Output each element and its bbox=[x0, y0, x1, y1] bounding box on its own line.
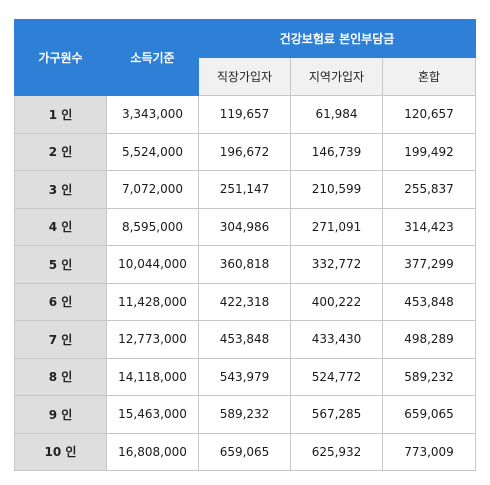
cell-household: 2 인 bbox=[14, 132, 107, 171]
cell-household: 8 인 bbox=[14, 357, 107, 396]
table-row: 9 인 15,463,000 589,232 567,285 659,065 bbox=[14, 395, 476, 434]
cell-income: 16,808,000 bbox=[106, 432, 199, 471]
cell-income: 15,463,000 bbox=[106, 395, 199, 434]
cell-regional: 146,739 bbox=[290, 132, 383, 171]
header-income: 소득기준 bbox=[106, 19, 199, 96]
cell-employee: 304,986 bbox=[198, 207, 291, 246]
cell-income: 12,773,000 bbox=[106, 320, 199, 359]
table-row: 8 인 14,118,000 543,979 524,772 589,232 bbox=[14, 357, 476, 396]
cell-mixed: 199,492 bbox=[382, 132, 476, 171]
cell-regional: 433,430 bbox=[290, 320, 383, 359]
table-body: 1 인 3,343,000 119,657 61,984 120,657 2 인 5,524… bbox=[14, 95, 476, 471]
cell-mixed: 773,009 bbox=[382, 432, 476, 471]
cell-regional: 210,599 bbox=[290, 170, 383, 209]
header-mixed: 혼합 bbox=[382, 57, 476, 96]
cell-mixed: 453,848 bbox=[382, 282, 476, 321]
cell-household: 10 인 bbox=[14, 432, 107, 471]
cell-income: 3,343,000 bbox=[106, 95, 199, 134]
cell-employee: 422,318 bbox=[198, 282, 291, 321]
cell-mixed: 255,837 bbox=[382, 170, 476, 209]
cell-mixed: 377,299 bbox=[382, 245, 476, 284]
table-row: 10 인 16,808,000 659,065 625,932 773,009 bbox=[14, 432, 476, 471]
cell-mixed: 314,423 bbox=[382, 207, 476, 246]
cell-mixed: 589,232 bbox=[382, 357, 476, 396]
cell-household: 1 인 bbox=[14, 95, 107, 134]
cell-regional: 61,984 bbox=[290, 95, 383, 134]
cell-employee: 659,065 bbox=[198, 432, 291, 471]
cell-regional: 400,222 bbox=[290, 282, 383, 321]
cell-household: 5 인 bbox=[14, 245, 107, 284]
cell-regional: 332,772 bbox=[290, 245, 383, 284]
header-household: 가구원수 bbox=[14, 19, 107, 96]
cell-household: 7 인 bbox=[14, 320, 107, 359]
cell-employee: 453,848 bbox=[198, 320, 291, 359]
cell-household: 4 인 bbox=[14, 207, 107, 246]
table-container: 가구원수 소득기준 건강보험료 본인부담금 직장가입자 지역가입자 혼합 1 인… bbox=[14, 19, 476, 471]
cell-income: 11,428,000 bbox=[106, 282, 199, 321]
cell-regional: 567,285 bbox=[290, 395, 383, 434]
cell-employee: 360,818 bbox=[198, 245, 291, 284]
table-row: 4 인 8,595,000 304,986 271,091 314,423 bbox=[14, 207, 476, 246]
cell-household: 3 인 bbox=[14, 170, 107, 209]
cell-income: 7,072,000 bbox=[106, 170, 199, 209]
cell-mixed: 120,657 bbox=[382, 95, 476, 134]
cell-mixed: 498,289 bbox=[382, 320, 476, 359]
table-row: 5 인 10,044,000 360,818 332,772 377,299 bbox=[14, 245, 476, 284]
table-row: 2 인 5,524,000 196,672 146,739 199,492 bbox=[14, 132, 476, 171]
cell-employee: 119,657 bbox=[198, 95, 291, 134]
cell-employee: 196,672 bbox=[198, 132, 291, 171]
cell-income: 14,118,000 bbox=[106, 357, 199, 396]
cell-employee: 589,232 bbox=[198, 395, 291, 434]
header-regional: 지역가입자 bbox=[290, 57, 383, 96]
cell-mixed: 659,065 bbox=[382, 395, 476, 434]
cell-employee: 543,979 bbox=[198, 357, 291, 396]
cell-employee: 251,147 bbox=[198, 170, 291, 209]
cell-regional: 271,091 bbox=[290, 207, 383, 246]
table-row: 7 인 12,773,000 453,848 433,430 498,289 bbox=[14, 320, 476, 359]
header-insurance-group: 건강보험료 본인부담금 bbox=[198, 19, 476, 58]
cell-regional: 524,772 bbox=[290, 357, 383, 396]
insurance-table: 가구원수 소득기준 건강보험료 본인부담금 직장가입자 지역가입자 혼합 1 인… bbox=[14, 19, 476, 471]
header-employee: 직장가입자 bbox=[198, 57, 291, 96]
cell-income: 5,524,000 bbox=[106, 132, 199, 171]
cell-income: 8,595,000 bbox=[106, 207, 199, 246]
cell-regional: 625,932 bbox=[290, 432, 383, 471]
table-row: 1 인 3,343,000 119,657 61,984 120,657 bbox=[14, 95, 476, 134]
table-row: 3 인 7,072,000 251,147 210,599 255,837 bbox=[14, 170, 476, 209]
table-header: 가구원수 소득기준 건강보험료 본인부담금 직장가입자 지역가입자 혼합 bbox=[14, 19, 476, 96]
cell-household: 6 인 bbox=[14, 282, 107, 321]
cell-income: 10,044,000 bbox=[106, 245, 199, 284]
cell-household: 9 인 bbox=[14, 395, 107, 434]
table-row: 6 인 11,428,000 422,318 400,222 453,848 bbox=[14, 282, 476, 321]
